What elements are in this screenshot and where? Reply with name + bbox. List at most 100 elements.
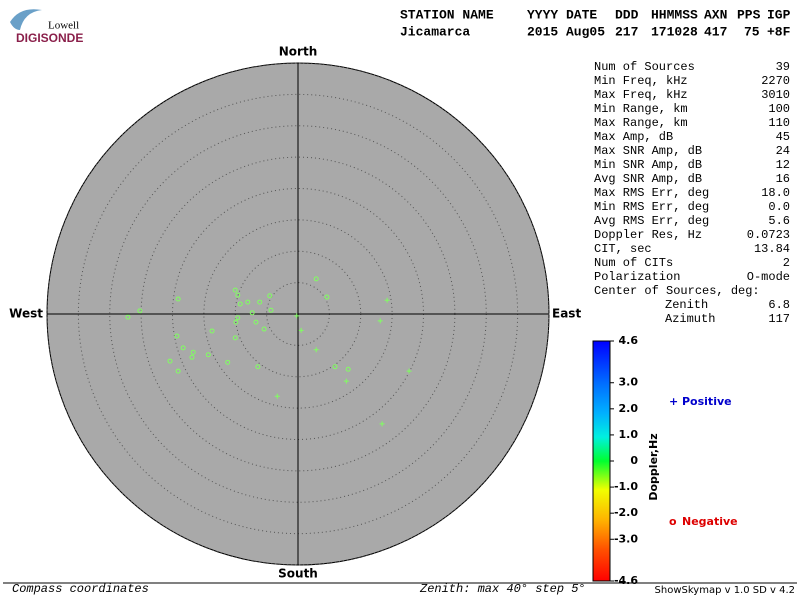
stat-value: 3010 <box>761 88 790 102</box>
legend-symbol: o <box>669 515 677 528</box>
stat-label: CIT, sec <box>594 242 652 256</box>
center-label: Zenith <box>665 298 708 312</box>
center-value: 6.8 <box>768 298 790 312</box>
source-circle <box>180 345 186 351</box>
colorbar-label: Doppler,Hz <box>647 433 660 500</box>
stat-value: 0.0723 <box>747 228 790 242</box>
header-value: 417 <box>704 24 727 39</box>
direction-north: North <box>279 45 317 59</box>
header-value: +8F <box>767 24 791 39</box>
stat-label: Max Amp, dB <box>594 130 673 144</box>
source-circle <box>253 319 259 325</box>
stat-value: 13.84 <box>754 242 790 256</box>
source-circle <box>205 352 211 358</box>
source-circle <box>233 319 239 325</box>
source-circle <box>209 328 215 334</box>
stat-value: 39 <box>776 60 790 74</box>
stat-label: Max Freq, kHz <box>594 88 688 102</box>
colorbar-tick-label: 0 <box>630 454 638 467</box>
center-label: Azimuth <box>665 312 715 326</box>
stat-label: Min SNR Amp, dB <box>594 158 702 172</box>
stat-value: 12 <box>776 158 790 172</box>
header-column: IGP <box>767 7 791 22</box>
source-circle <box>190 349 196 355</box>
header-column: DDD <box>615 7 639 22</box>
source-circle <box>345 366 351 372</box>
source-circle <box>175 296 181 302</box>
source-circle <box>137 308 143 314</box>
source-circle <box>232 335 238 341</box>
colorbar <box>592 340 611 582</box>
header-value: 75 <box>744 24 760 39</box>
stat-value: 45 <box>776 130 790 144</box>
footer-middle: Zenith: max 40° step 5° <box>419 582 586 596</box>
source-plus <box>406 368 412 374</box>
header-column: AXN <box>704 7 727 22</box>
header-column: HHMMSS <box>651 7 698 22</box>
stat-label: Min Range, km <box>594 102 688 116</box>
source-circle <box>332 364 338 370</box>
source-circle <box>268 307 274 313</box>
stat-label: Num of Sources <box>594 60 695 74</box>
source-circle <box>235 292 241 298</box>
source-circle <box>232 287 238 293</box>
stat-label: Avg SNR Amp, dB <box>594 172 702 186</box>
stat-value: 100 <box>768 102 790 116</box>
source-circle <box>235 315 241 321</box>
colorbar-tick-label: -3.0 <box>614 532 638 545</box>
footer-right: ShowSkymap v 1.0 SD v 4.2 <box>655 585 795 596</box>
source-circle <box>257 299 263 305</box>
stat-value: 24 <box>776 144 790 158</box>
colorbar-tick-label: 3.0 <box>619 376 639 389</box>
legend-label: Positive <box>682 395 732 408</box>
stat-label: Min Freq, kHz <box>594 74 688 88</box>
stat-value: 110 <box>768 116 790 130</box>
footer-left: Compass coordinates <box>12 582 149 596</box>
source-plus <box>274 393 280 399</box>
source-plus <box>343 378 349 384</box>
legend-label: Negative <box>682 515 738 528</box>
source-circle <box>225 359 231 365</box>
logo-bottom: DIGISONDE <box>16 31 83 45</box>
stat-value: 2270 <box>761 74 790 88</box>
center-title: Center of Sources, deg: <box>594 284 760 298</box>
source-circle <box>125 314 131 320</box>
source-circle <box>175 368 181 374</box>
colorbar-tick-label: -1.0 <box>614 480 638 493</box>
source-plus <box>384 297 390 303</box>
source-circle <box>249 310 255 316</box>
direction-south: South <box>278 567 318 581</box>
header-value: 217 <box>615 24 638 39</box>
stat-label: Num of CITs <box>594 256 673 270</box>
colorbar-tick-label: 2.0 <box>619 402 639 415</box>
stat-value: 2 <box>783 256 790 270</box>
source-circle <box>189 354 195 360</box>
stat-label: Max Range, km <box>594 116 688 130</box>
stat-value: 5.6 <box>768 214 790 228</box>
legend-symbol: + <box>669 395 678 408</box>
header-value: 2015 Aug05 <box>527 24 605 39</box>
source-plus <box>313 347 319 353</box>
header-column: YYYY DATE <box>527 7 597 22</box>
stat-value: 0.0 <box>768 200 790 214</box>
stat-label: Polarization <box>594 270 680 284</box>
stat-value: O-mode <box>747 270 790 284</box>
source-circle <box>245 299 251 305</box>
source-circle <box>174 333 180 339</box>
source-circle <box>313 276 319 282</box>
logo-swoosh <box>10 9 42 30</box>
logo-top: Lowell <box>48 20 79 32</box>
header-column: STATION NAME <box>400 7 494 22</box>
stat-value: 16 <box>776 172 790 186</box>
header-value: Jicamarca <box>400 24 470 39</box>
header-column: PPS <box>737 7 761 22</box>
stat-label: Avg RMS Err, deg <box>594 214 709 228</box>
colorbar-tick-label: -4.6 <box>614 574 638 587</box>
stat-label: Max SNR Amp, dB <box>594 144 702 158</box>
colorbar-tick-label: 4.6 <box>619 334 639 347</box>
header-value: 171028 <box>651 24 698 39</box>
source-circle <box>167 358 173 364</box>
stat-label: Max RMS Err, deg <box>594 186 709 200</box>
direction-west: West <box>9 307 43 321</box>
